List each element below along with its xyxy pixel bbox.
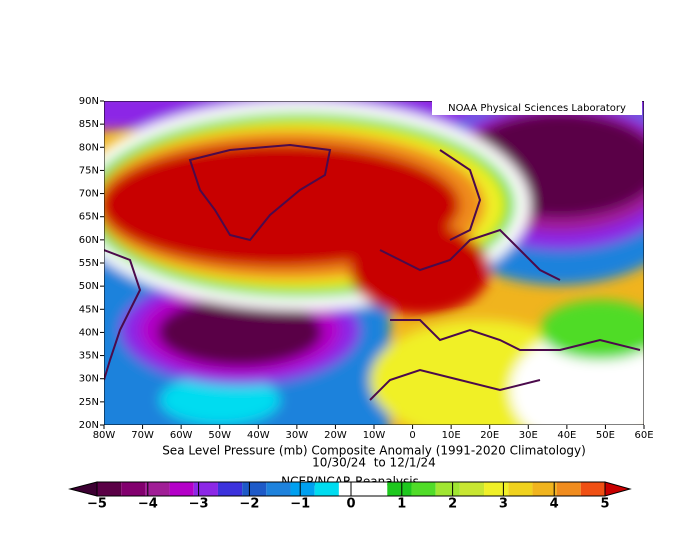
y-tick-label: 45N [79, 304, 99, 315]
x-tick-label: 60E [634, 430, 653, 441]
colorbar-label: −5 [87, 497, 107, 512]
title: Sea Level Pressure (mb) Composite Anomal… [162, 444, 586, 458]
colorbar-segment [459, 482, 485, 496]
colorbar-segment [556, 482, 581, 496]
date-range: 10/30/24 to 12/1/24 [312, 456, 436, 470]
colorbar-label: 3 [499, 497, 508, 512]
y-tick-label: 65N [79, 212, 99, 223]
colorbar-segment [217, 482, 243, 496]
y-tick-label: 75N [79, 165, 99, 176]
credit: NOAA Physical Sciences Laboratory [448, 103, 626, 114]
colorbar-segment [435, 482, 460, 496]
x-tick-label: 70W [131, 430, 154, 441]
colorbar-arrow [68, 481, 98, 497]
y-tick-label: 90N [79, 96, 99, 107]
colorbar-segment [484, 482, 509, 496]
colorbar-segment [387, 482, 412, 496]
y-tick-label: 35N [79, 351, 99, 362]
colorbar-segment [145, 482, 170, 496]
colorbar-segment [411, 482, 436, 496]
x-tick-label: 50E [596, 430, 615, 441]
colorbar-segment [314, 482, 339, 496]
colorbar-label: −1 [290, 497, 310, 512]
colorbar-label: 4 [550, 497, 559, 512]
colorbar-label: −4 [138, 497, 158, 512]
x-tick-label: 20E [480, 430, 499, 441]
y-tick-label: 55N [79, 258, 99, 269]
colorbar-label: 5 [600, 497, 609, 512]
y-tick-label: 25N [79, 397, 99, 408]
y-tick-label: 50N [79, 281, 99, 292]
y-tick-label: 70N [79, 189, 99, 200]
y-tick-label: 40N [79, 327, 99, 338]
x-tick-label: 20W [324, 430, 347, 441]
colorbar-segment [121, 482, 146, 496]
colorbar-segment [532, 482, 557, 496]
y-tick-label: 20N [79, 420, 99, 431]
colorbar-segment [580, 482, 605, 496]
colorbar-segment [242, 482, 267, 496]
y-tick-label: 30N [79, 374, 99, 385]
colorbar-label: 2 [448, 497, 457, 512]
x-tick-label: 10E [442, 430, 461, 441]
y-tick-label: 80N [79, 142, 99, 153]
colorbar-segment [363, 482, 388, 496]
x-tick-label: 30W [286, 430, 309, 441]
x-tick-label: 10W [363, 430, 386, 441]
x-tick-label: 40E [557, 430, 576, 441]
colorbar-arrow [604, 481, 632, 497]
y-tick-label: 60N [79, 235, 99, 246]
colorbar-segment [266, 482, 291, 496]
anomaly-field [104, 101, 644, 425]
y-tick-label: 85N [79, 119, 99, 130]
colorbar-segment [97, 482, 122, 496]
x-tick-label: 0 [409, 430, 415, 441]
x-tick-label: 80W [93, 430, 116, 441]
x-tick-label: 50W [208, 430, 231, 441]
credit-box [432, 101, 642, 115]
coastlines [104, 143, 641, 401]
x-tick-label: 40W [247, 430, 270, 441]
colorbar-label: −2 [239, 497, 259, 512]
colorbar-segment [193, 482, 218, 496]
colorbar-label: 0 [346, 497, 355, 512]
colorbar-segment [169, 482, 194, 496]
x-tick-label: 30E [519, 430, 538, 441]
x-tick-label: 60W [170, 430, 193, 441]
colorbar-label: 1 [397, 497, 406, 512]
colorbar-label: −3 [189, 497, 209, 512]
colorbar-segment [290, 482, 315, 496]
colorbar-segment [508, 482, 533, 496]
